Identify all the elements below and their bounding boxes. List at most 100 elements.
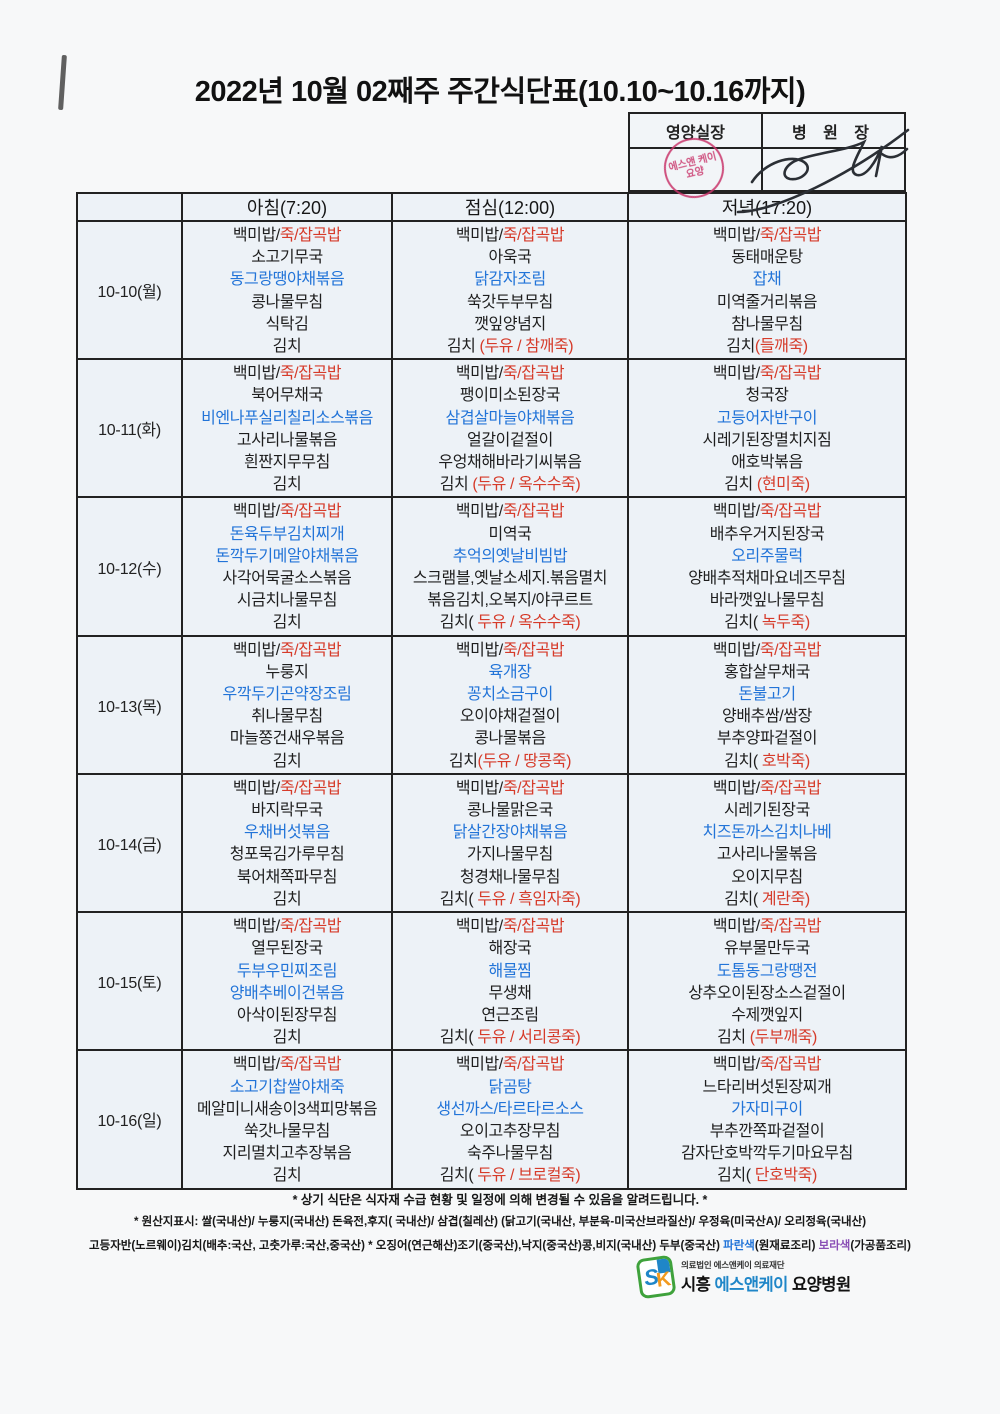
menu-line: 식탁김 <box>183 314 391 336</box>
menu-line: 미역줄거리볶음 <box>629 292 905 314</box>
menu-line: 백미밥/죽/잡곡밥 <box>183 640 391 662</box>
hospital-name-city: 시흥 <box>681 1276 715 1294</box>
menu-line: 해장국 <box>393 938 627 960</box>
menu-line: 볶음김치,오복지/야쿠르트 <box>393 590 627 612</box>
menu-line: 도톰동그랑땡전 <box>629 961 905 983</box>
menu-line: 미역국 <box>393 524 627 546</box>
menu-line: 김치 <box>183 751 391 773</box>
menu-line: 김치(들깨죽) <box>629 336 905 358</box>
menu-line: 홍합살무채국 <box>629 662 905 684</box>
menu-cell-breakfast: 백미밥/죽/잡곡밥 북어무채국 비엔나푸실리칠리소스볶음 고사리나물볶음 흰짠지무무침 김… <box>181 358 393 499</box>
menu-line: 얼갈이겉절이 <box>393 430 627 452</box>
menu-item-text: 유부물만두국 <box>724 940 810 958</box>
menu-row: 10-16(일) 백미밥/죽/잡곡밥 소고기찹쌀야채죽 메알미니새송이3색피망볶음 쑥갓… <box>76 1049 907 1190</box>
hospital-logo: S K 의료법인 에스앤케이 의료재단 시흥 에스앤케이 요양병원 <box>635 1254 851 1300</box>
hospital-logo-icon: S K <box>635 1254 677 1300</box>
menu-item-text: 백미밥/ <box>232 641 280 659</box>
menu-cell-dinner: 백미밥/죽/잡곡밥 느타리버섯된장찌개 가자미구이 부추깐쪽파겉절이 감자단호박깍두기마… <box>627 1049 907 1190</box>
menu-item-text: 청국장 <box>745 387 789 405</box>
menu-item-text: 식탁김 <box>265 315 309 333</box>
menu-cell-lunch: 백미밥/죽/잡곡밥 콩나물맑은국 닭살간장야채볶음 가지나물무침 청경채나물무침 김치( … <box>391 772 629 914</box>
hospital-foundation-name: 의료법인 에스앤케이 의료재단 <box>681 1260 785 1270</box>
menu-item-text: 양배추쌈/쌈장 <box>722 708 812 726</box>
menu-item-text: 김치( <box>439 1029 478 1047</box>
menu-item-text: 김치 <box>272 1029 302 1047</box>
menu-item-text: 배추우거지된장국 <box>709 525 825 543</box>
menu-item-text: 김치 <box>272 752 302 770</box>
menu-line: 콩나물맑은국 <box>393 800 627 822</box>
approval-label-nutrition-chief: 영양실장 <box>628 112 763 149</box>
menu-line: 참나물무침 <box>629 314 905 336</box>
menu-item-text: 지리멸치고추장볶음 <box>222 1145 352 1163</box>
menu-line: 닭감자조림 <box>393 269 627 291</box>
menu-line: 배추우거지된장국 <box>629 524 905 546</box>
menu-line: 사각어묵굴소스볶음 <box>183 568 391 590</box>
menu-line: 북어무채국 <box>183 385 391 407</box>
menu-line: 느타리버섯된장찌개 <box>629 1077 905 1099</box>
footnote-change-notice: * 상기 식단은 식자재 수급 현황 및 일정에 의해 변경될 수 있음을 알려… <box>292 1193 708 1207</box>
menu-item-text: 닭감자조림 <box>474 271 546 289</box>
menu-line: 양배추쌈/쌈장 <box>629 706 905 728</box>
menu-item-text: 두유 / 흑임자죽) <box>477 890 581 908</box>
menu-line: 백미밥/죽/잡곡밥 <box>183 1054 391 1076</box>
menu-item-text: 죽/잡곡밥 <box>279 1056 342 1074</box>
menu-item-text: 죽/잡곡밥 <box>502 503 565 521</box>
menu-item-text: 백미밥/ <box>455 918 503 936</box>
menu-item-text: 홍합살무채국 <box>724 663 810 681</box>
menu-row: 10-10(월) 백미밥/죽/잡곡밥 소고기무국 동그랑땡야채볶음 콩나물무침 식탁김 김치… <box>76 219 907 361</box>
menu-item-text: 돈불고기 <box>738 686 796 704</box>
menu-line: 백미밥/죽/잡곡밥 <box>393 1054 627 1076</box>
menu-line: 흰짠지무무침 <box>183 452 391 474</box>
menu-line: 백미밥/죽/잡곡밥 <box>393 916 627 938</box>
menu-item-text: 두부우민찌조림 <box>236 962 338 980</box>
director-signature <box>736 128 910 214</box>
menu-item-text: 가지나물무침 <box>467 846 553 864</box>
menu-item-text: 김치 <box>272 1167 302 1185</box>
menu-item-text: 콩나물무침 <box>251 293 323 311</box>
menu-line: 연근조림 <box>393 1005 627 1027</box>
menu-item-text: 백미밥/ <box>712 1056 760 1074</box>
menu-item-text: 죽/잡곡밥 <box>502 641 565 659</box>
menu-line: 백미밥/죽/잡곡밥 <box>393 640 627 662</box>
menu-line: 부추깐쪽파겉절이 <box>629 1121 905 1143</box>
menu-item-text: 무생채 <box>488 984 532 1002</box>
menu-line: 쑥갓두부무침 <box>393 292 627 314</box>
menu-item-text: 죽/잡곡밥 <box>759 227 822 244</box>
menu-item-text: 백미밥/ <box>455 503 503 521</box>
menu-cell-dinner: 백미밥/죽/잡곡밥 동태매운탕 잡채 미역줄거리볶음 참나물무침 김치(들깨죽) <box>627 219 907 361</box>
menu-line: 백미밥/죽/잡곡밥 <box>183 363 391 385</box>
menu-item-text: 흰짠지무무침 <box>244 454 330 472</box>
menu-line: 유부물만두국 <box>629 938 905 960</box>
menu-item-text: 취나물무침 <box>251 708 323 726</box>
menu-cell-dinner: 백미밥/죽/잡곡밥 청국장 고등어자반구이 시레기된장멸치지짐 애호박볶음 김치 (현미죽… <box>627 358 907 499</box>
menu-line: 김치( 호박죽) <box>629 751 905 773</box>
menu-item-text: 두유 / 옥수수죽) <box>477 614 581 632</box>
menu-line: 수제깻잎지 <box>629 1005 905 1027</box>
legend-blue-label: 파란색 <box>723 1240 755 1252</box>
menu-item-text: 얼갈이겉절이 <box>467 431 553 449</box>
menu-item-text: 백미밥/ <box>712 918 760 936</box>
menu-line: 백미밥/죽/잡곡밥 <box>629 363 905 385</box>
menu-line: 돈육두부김치찌개 <box>183 524 391 546</box>
menu-item-text: 호박죽) <box>761 752 810 770</box>
menu-line: 우깍두기곤약장조림 <box>183 684 391 706</box>
menu-line: 김치( 두유 / 옥수수죽) <box>393 612 627 634</box>
menu-item-text: 죽/잡곡밥 <box>279 227 342 244</box>
menu-line: 해물찜 <box>393 961 627 983</box>
menu-line: 북어채쪽파무침 <box>183 867 391 889</box>
menu-item-text: 바라깻잎나물무침 <box>709 592 825 610</box>
menu-cell-breakfast: 백미밥/죽/잡곡밥 소고기찹쌀야채죽 메알미니새송이3색피망볶음 쑥갓나물무침 지리멸치… <box>181 1049 393 1190</box>
menu-item-text: 육개장 <box>488 663 532 681</box>
menu-line: 고등어자반구이 <box>629 408 905 430</box>
menu-line: 바라깻잎나물무침 <box>629 590 905 612</box>
menu-item-text: 백미밥/ <box>712 641 760 659</box>
footnote-origin-line2: 고등자반(노르웨이)김치(배추:국산, 고춧가루:국산,중국산) * 오징어(연… <box>0 1237 1000 1253</box>
menu-line: 시레기된장국 <box>629 800 905 822</box>
legend-purple-desc: (가공품조리) <box>850 1240 911 1252</box>
menu-item-text: 김치 <box>726 338 755 356</box>
menu-line: 백미밥/죽/잡곡밥 <box>183 916 391 938</box>
menu-item-text: 미역국 <box>488 525 532 543</box>
menu-item-text: 백미밥/ <box>455 227 503 244</box>
menu-item-text: 우깍두기곤약장조림 <box>222 686 352 704</box>
menu-item-text: 죽/잡곡밥 <box>279 779 342 797</box>
